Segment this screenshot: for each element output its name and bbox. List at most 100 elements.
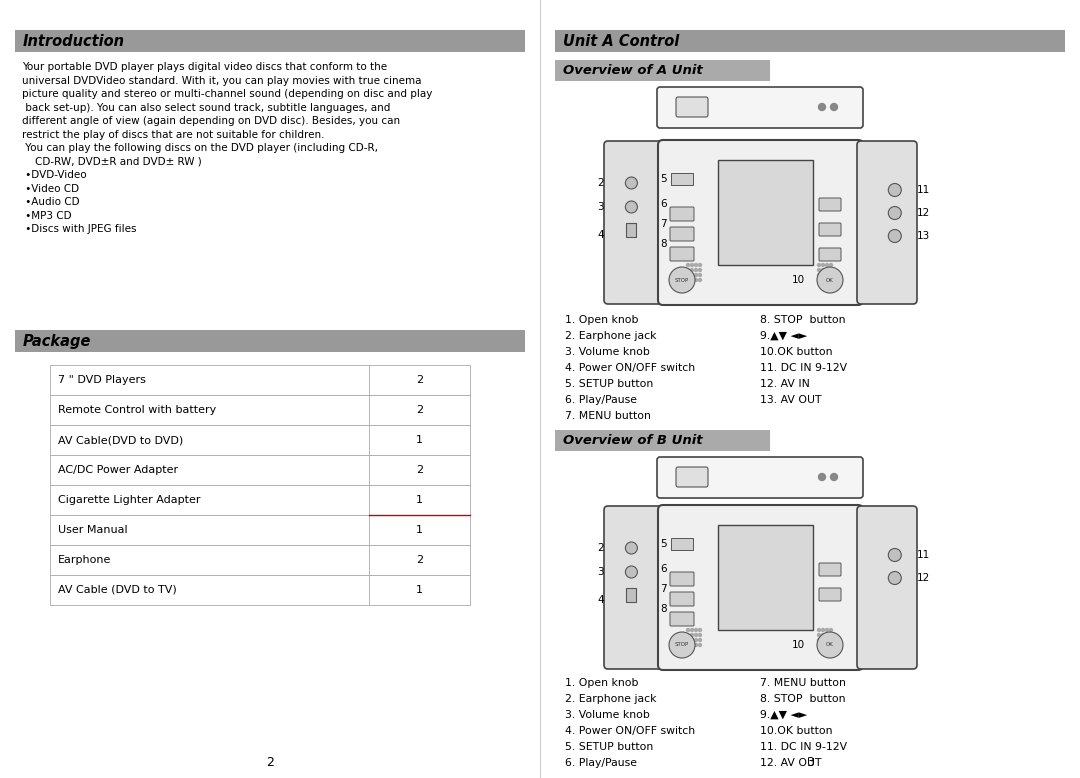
Text: 2: 2 [416,555,423,565]
Text: 7: 7 [660,219,667,229]
Text: 7: 7 [660,584,667,594]
Circle shape [829,279,833,282]
Circle shape [818,264,821,267]
Circle shape [687,643,689,647]
Bar [718,160,813,265]
Circle shape [829,264,833,267]
Text: AC/DC Power Adapter: AC/DC Power Adapter [58,465,178,475]
Text: 2. Earphone jack: 2. Earphone jack [565,694,657,704]
Circle shape [818,279,821,282]
Bar [50,395,470,425]
Text: 1: 1 [727,140,733,150]
Text: back set-up). You can also select sound track, subtitle languages, and: back set-up). You can also select sound … [22,103,390,113]
Bar [671,173,693,185]
Circle shape [829,629,833,632]
FancyBboxPatch shape [858,506,917,669]
Text: 8. STOP  button: 8. STOP button [760,694,846,704]
Circle shape [694,264,698,267]
Text: 9.▲▼ ◄►: 9.▲▼ ◄► [760,710,807,720]
FancyBboxPatch shape [658,505,863,670]
Text: 11: 11 [917,185,930,195]
Circle shape [690,264,693,267]
Text: restrict the play of discs that are not suitable for children.: restrict the play of discs that are not … [22,129,324,139]
Circle shape [822,274,824,276]
Text: 13. AV OUT: 13. AV OUT [760,395,822,405]
FancyBboxPatch shape [658,140,863,305]
Text: OK: OK [826,278,834,282]
Text: 7. MENU button: 7. MENU button [565,411,651,421]
Circle shape [822,639,824,642]
Circle shape [625,566,637,578]
Circle shape [888,548,902,562]
Circle shape [690,274,693,276]
Text: 6. Play/Pause: 6. Play/Pause [565,395,637,405]
Bar [626,588,636,602]
FancyBboxPatch shape [858,141,917,304]
Circle shape [669,267,696,293]
Text: picture quality and stereo or multi-channel sound (depending on disc and play: picture quality and stereo or multi-chan… [22,89,432,99]
Circle shape [699,639,702,642]
Text: 9: 9 [798,585,805,595]
Circle shape [694,629,698,632]
Text: 5: 5 [660,539,667,549]
Text: Earphone: Earphone [58,555,111,565]
Circle shape [822,264,824,267]
Text: 9: 9 [798,230,805,240]
Circle shape [831,474,837,481]
Bar [555,430,770,451]
Text: Unit A Control: Unit A Control [563,33,679,48]
Circle shape [816,632,843,658]
Text: You can play the following discs on the DVD player (including CD-R,: You can play the following discs on the … [22,143,378,153]
Text: 13: 13 [917,231,930,241]
Circle shape [687,268,689,272]
Circle shape [825,274,828,276]
FancyBboxPatch shape [604,141,664,304]
Text: AV Cable (DVD to TV): AV Cable (DVD to TV) [58,585,177,595]
Text: •Discs with JPEG files: •Discs with JPEG files [22,224,136,234]
Circle shape [694,643,698,647]
Bar [15,30,525,52]
Circle shape [694,633,698,636]
FancyBboxPatch shape [819,248,841,261]
Text: 1: 1 [416,525,423,535]
Circle shape [690,633,693,636]
Circle shape [699,274,702,276]
Text: •MP3 CD: •MP3 CD [22,211,71,220]
Text: 2. Earphone jack: 2. Earphone jack [565,331,657,341]
Text: 5. SETUP button: 5. SETUP button [565,379,653,389]
Text: 5. SETUP button: 5. SETUP button [565,742,653,752]
Bar [626,223,636,237]
Circle shape [822,268,824,272]
Circle shape [825,633,828,636]
Text: 6: 6 [660,199,667,209]
Circle shape [829,643,833,647]
Text: 11. DC IN 9-12V: 11. DC IN 9-12V [760,363,847,373]
Text: 12: 12 [917,208,930,218]
Bar [50,575,470,605]
Circle shape [888,230,902,243]
Circle shape [825,639,828,642]
Text: Introduction: Introduction [23,33,125,48]
Text: 10: 10 [792,275,805,285]
Text: 6: 6 [660,564,667,574]
Text: 4: 4 [597,595,604,605]
Bar [50,485,470,515]
Text: 3. Volume knob: 3. Volume knob [565,347,650,357]
Bar [555,30,1065,52]
Text: 4: 4 [597,230,604,240]
FancyBboxPatch shape [676,97,708,117]
Circle shape [699,268,702,272]
Circle shape [690,279,693,282]
Circle shape [822,279,824,282]
Text: 1. Open knob: 1. Open knob [565,678,638,688]
Text: 4. Power ON/OFF switch: 4. Power ON/OFF switch [565,726,696,736]
Text: 1: 1 [416,495,423,505]
FancyBboxPatch shape [676,467,708,487]
Bar [718,525,813,630]
Circle shape [699,633,702,636]
Circle shape [822,633,824,636]
Circle shape [694,274,698,276]
Text: 11: 11 [917,550,930,560]
Circle shape [687,274,689,276]
Text: 3. Volume knob: 3. Volume knob [565,710,650,720]
